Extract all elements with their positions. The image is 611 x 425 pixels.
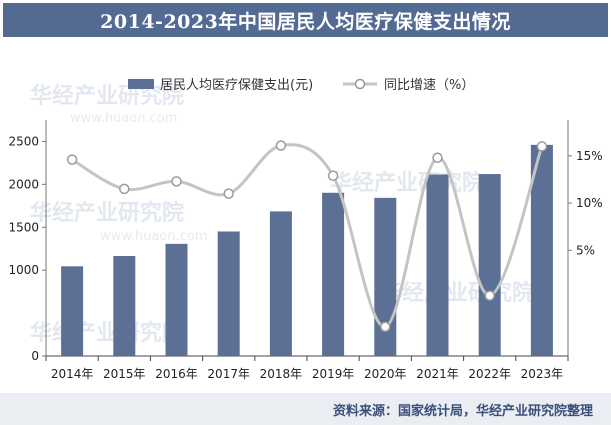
x-tick-label: 2022年 (468, 367, 511, 381)
growth-point-2015年 (119, 183, 130, 195)
bar-2014年 (61, 266, 84, 356)
bar-2018年 (269, 211, 292, 356)
bars-group (61, 144, 553, 356)
x-axis-labels: 2014年 2015年 2016年 2017年 2018年 2019年 2020年 2021年… (51, 367, 563, 381)
x-tick-label: 2018年 (260, 367, 303, 381)
bar-2019年 (322, 192, 345, 356)
x-tick-label: 2019年 (312, 367, 355, 381)
left-tick-label: 1500 (8, 220, 39, 234)
legend: 居民人均医疗保健支出(元) 同比增速（%） (128, 78, 474, 93)
watermark-text: 华经产业研究院 (30, 320, 184, 346)
bar-2023年 (530, 144, 553, 356)
watermark-url: www.huaon.com (70, 111, 177, 126)
bar-2017年 (217, 231, 240, 356)
growth-point-2021年 (432, 152, 443, 164)
chart-title: 2014-2023年中国居民人均医疗保健支出情况 (3, 3, 608, 37)
bar-2016年 (165, 243, 188, 356)
right-axis-ticks: 5% 10% 15% (568, 149, 603, 257)
x-tick-label: 2023年 (521, 367, 564, 381)
growth-point-2022年 (484, 290, 495, 301)
watermark-text: 华经产业研究院 (30, 200, 184, 226)
growth-point-2017年 (223, 188, 234, 199)
source-note: 资料来源：国家统计局，华经产业研究院整理 (0, 393, 611, 425)
legend-label-bar: 居民人均医疗保健支出(元) (160, 78, 313, 93)
growth-line-group (66, 140, 548, 332)
left-tick-label: 0 (31, 349, 39, 363)
watermark-text: 华经产业研究院 (380, 280, 534, 306)
right-tick-label: 15% (576, 149, 603, 163)
x-tick-label: 2020年 (364, 367, 407, 381)
left-tick-label: 2000 (8, 177, 39, 191)
growth-point-2023年 (536, 141, 548, 152)
left-tick-label: 2500 (8, 134, 39, 148)
growth-point-2019年 (327, 170, 339, 181)
watermarks: 华经产业研究院 www.huaon.com 华经产业研究院 www.huaon.… (30, 83, 534, 346)
watermark-text: 华经产业研究院 (330, 170, 484, 196)
legend-label-line: 同比增速（%） (384, 78, 474, 93)
growth-point-2014年 (66, 154, 78, 165)
x-tick-label: 2021年 (416, 367, 459, 381)
x-tick-label: 2015年 (103, 367, 146, 381)
x-tick-label: 2017年 (207, 367, 250, 381)
legend-bar-swatch (128, 79, 154, 89)
left-axis-ticks: 0 1000 1500 2000 2500 (8, 134, 46, 363)
left-tick-label: 1000 (8, 263, 39, 277)
bar-2015年 (113, 256, 136, 356)
watermark-url: www.huaon.com (100, 229, 207, 244)
growth-point-2016年 (171, 176, 182, 187)
growth-point-2018年 (275, 140, 287, 151)
bar-2020年 (374, 197, 397, 356)
watermark-text: 华经产业研究院 (30, 83, 184, 109)
x-tick-label: 2014年 (51, 367, 94, 381)
bar-2021年 (426, 174, 449, 356)
bar-2022年 (478, 174, 501, 356)
right-tick-label: 5% (576, 243, 595, 257)
legend-line-marker (354, 78, 366, 90)
growth-point-2020年 (380, 321, 391, 332)
right-tick-label: 10% (576, 196, 603, 210)
x-tick-label: 2016年 (155, 367, 198, 381)
